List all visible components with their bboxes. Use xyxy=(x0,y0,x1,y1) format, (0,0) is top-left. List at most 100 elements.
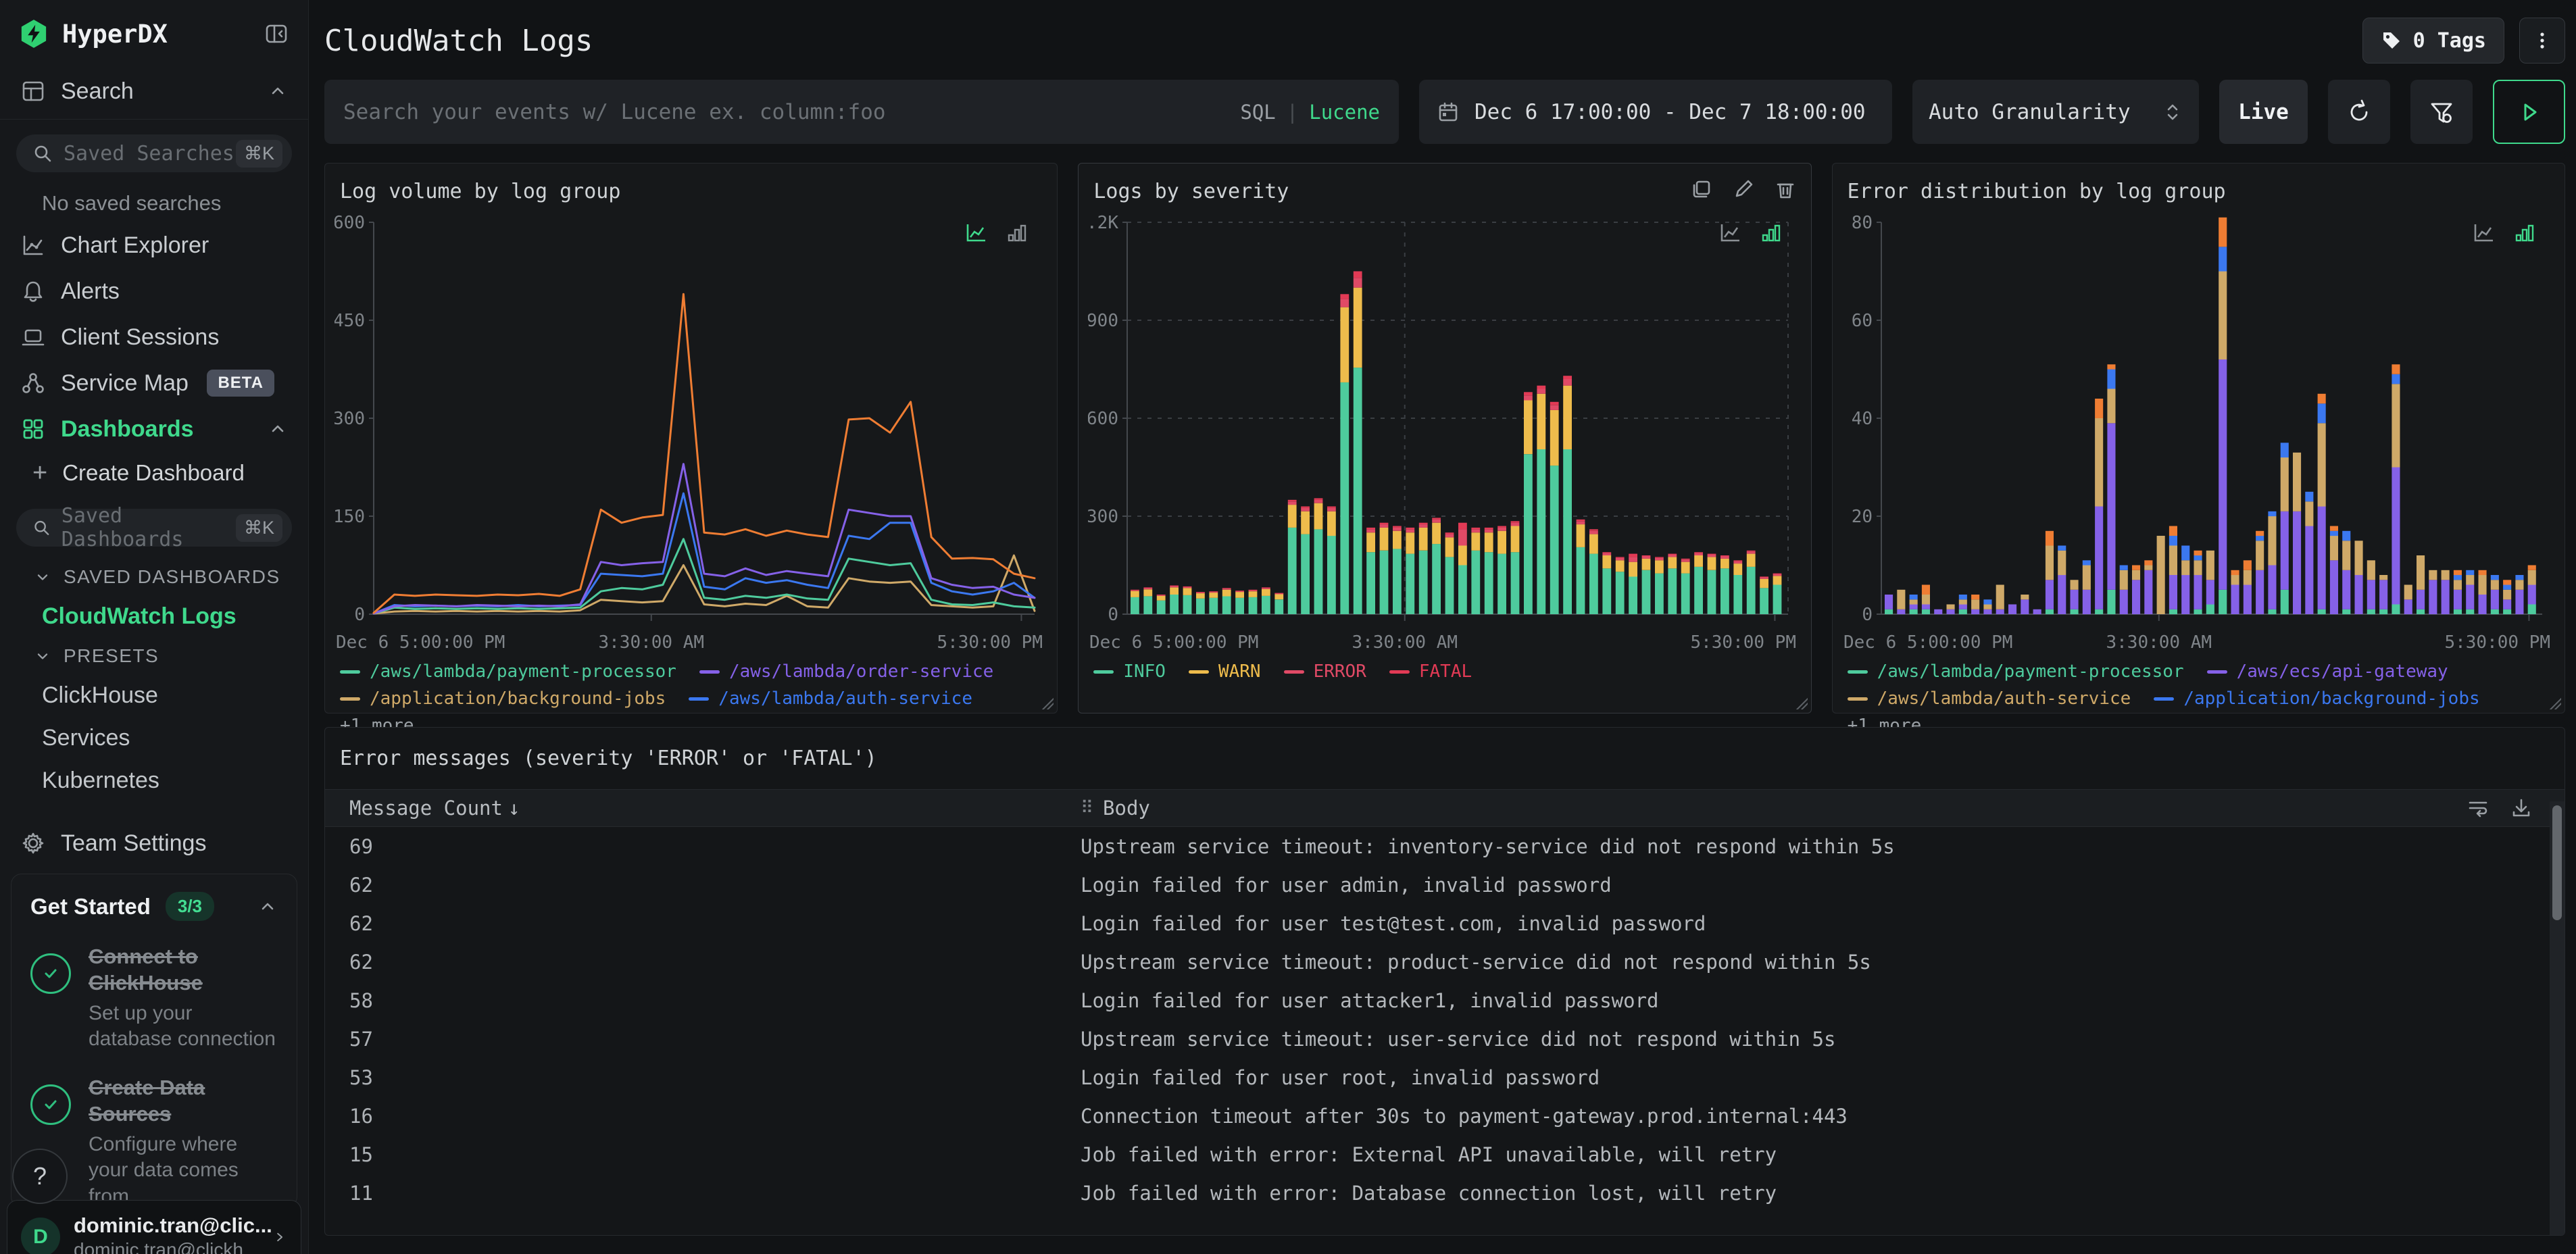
table-rows: 69 Upstream service timeout: inventory-se… xyxy=(325,827,2565,1212)
refresh-button[interactable] xyxy=(2328,80,2390,144)
table-row[interactable]: 62 Upstream service timeout: product-serv… xyxy=(325,943,2565,981)
sidebar-item-kubernetes[interactable]: Kubernetes xyxy=(42,768,159,793)
sql-toggle[interactable]: SQL xyxy=(1240,100,1276,124)
chevron-up-icon[interactable] xyxy=(268,419,288,439)
page-menu-button[interactable] xyxy=(2519,18,2565,64)
live-button[interactable]: Live xyxy=(2219,80,2308,144)
panel-error-distribution: Error distribution by log group 0 20 40 60 8… xyxy=(1831,163,2565,736)
sidebar-item-dashboards[interactable]: Dashboards xyxy=(0,406,308,452)
legend-item[interactable]: WARN xyxy=(1188,661,1261,682)
svg-text:Dec 6 5:00:00 PM: Dec 6 5:00:00 PM xyxy=(336,632,505,653)
search-input[interactable]: Search your events w/ Lucene ex. column:… xyxy=(324,80,1399,144)
sidebar-item-team-settings[interactable]: Team Settings xyxy=(0,820,308,867)
tags-button[interactable]: 0 Tags xyxy=(2362,18,2504,64)
stacked-bar-chart[interactable]: 0 20 40 60 80 Dec 6 5:00:00 PM 3:30:00 AM 5:30:… xyxy=(1842,210,2552,656)
resize-handle[interactable] xyxy=(1795,697,1808,709)
sidebar-collapse-icon[interactable] xyxy=(264,21,289,47)
sidebar-item-client-sessions[interactable]: Client Sessions xyxy=(0,314,308,360)
table-row[interactable]: 57 Upstream service timeout: user-service… xyxy=(325,1020,2565,1058)
legend-item[interactable]: /aws/ecs/api-gateway xyxy=(2206,661,2448,682)
duplicate-icon[interactable] xyxy=(1689,177,1714,201)
run-query-button[interactable] xyxy=(2493,80,2565,144)
bar-chart-toggle-icon[interactable] xyxy=(1757,219,1784,246)
drag-handle-icon[interactable]: ⠿ xyxy=(1081,798,1094,818)
sidebar-item-label: Alerts xyxy=(61,278,120,304)
table-row[interactable]: 16 Connection timeout after 30s to paymen… xyxy=(325,1097,2565,1135)
legend-item[interactable]: /aws/lambda/auth-service xyxy=(689,688,972,709)
column-label: Body xyxy=(1103,797,1150,820)
cell-body: Login failed for user attacker1, invalid… xyxy=(1081,988,1659,1012)
column-header-body[interactable]: ⠿ Body xyxy=(1081,797,1150,820)
filter-button[interactable] xyxy=(2410,80,2473,144)
sidebar-item-search[interactable]: Search xyxy=(0,68,308,115)
group-saved-dashboards[interactable]: SAVED DASHBOARDS xyxy=(0,559,308,595)
table-row[interactable]: 69 Upstream service timeout: inventory-se… xyxy=(325,827,2565,866)
sidebar-item-clickhouse[interactable]: ClickHouse xyxy=(42,682,158,708)
bell-icon xyxy=(24,281,43,302)
legend-item[interactable]: INFO xyxy=(1093,661,1166,682)
line-chart-toggle-icon[interactable] xyxy=(962,219,989,246)
panel-error-messages: Error messages (severity 'ERROR' or 'FAT… xyxy=(324,727,2565,1236)
table-row[interactable]: 15 Job failed with error: External API un… xyxy=(325,1135,2565,1174)
legend-item[interactable]: FATAL xyxy=(1389,661,1472,682)
legend-item[interactable]: /application/background-jobs xyxy=(2154,688,2480,709)
sidebar-item-service-map[interactable]: Service Map BETA xyxy=(0,360,308,406)
table-row[interactable]: 53 Login failed for user root, invalid pa… xyxy=(325,1058,2565,1097)
get-started-step[interactable]: Connect to ClickHouse Set up your databa… xyxy=(30,944,278,1052)
cell-message-count: 15 xyxy=(349,1143,373,1166)
check-circle-icon xyxy=(30,953,71,994)
svg-text:0: 0 xyxy=(354,605,365,625)
sidebar-item-cloudwatch-logs[interactable]: CloudWatch Logs xyxy=(42,603,237,629)
sidebar-item-alerts[interactable]: Alerts xyxy=(0,268,308,314)
legend-item[interactable]: /aws/lambda/payment-processor xyxy=(1847,661,2184,682)
legend-item[interactable]: /aws/lambda/auth-service xyxy=(1847,688,2131,709)
resize-handle[interactable] xyxy=(1041,697,1054,709)
bar-chart-toggle-icon[interactable] xyxy=(2510,219,2537,246)
get-started-step[interactable]: Create Data Sources Configure where your… xyxy=(30,1075,278,1209)
create-dashboard-button[interactable]: + Create Dashboard xyxy=(0,452,308,494)
sidebar-item-services[interactable]: Services xyxy=(42,725,130,751)
scrollbar-thumb[interactable] xyxy=(2552,805,2562,920)
sidebar-item-chart-explorer[interactable]: Chart Explorer xyxy=(0,222,308,268)
table-row[interactable]: 58 Login failed for user attacker1, inval… xyxy=(325,981,2565,1020)
wrap-text-icon[interactable] xyxy=(2466,796,2490,820)
edit-icon[interactable] xyxy=(1731,177,1756,201)
saved-searches-input[interactable]: Saved Searches ⌘K xyxy=(16,134,292,172)
chevron-up-icon[interactable] xyxy=(268,81,288,101)
legend-item[interactable]: /aws/lambda/order-service xyxy=(699,661,993,682)
line-chart[interactable]: 0 150 300 450 600 Dec 6 5:00:00 PM 3:30:00 AM 5… xyxy=(335,210,1044,656)
lucene-toggle[interactable]: Lucene xyxy=(1309,100,1380,124)
chevron-up-icon[interactable] xyxy=(257,897,278,917)
legend-item[interactable]: ERROR xyxy=(1283,661,1366,682)
sidebar-item-label: Client Sessions xyxy=(61,324,220,350)
plus-icon: + xyxy=(32,459,48,487)
table-row[interactable]: 62 Login failed for user test@test.com, i… xyxy=(325,904,2565,943)
resize-handle[interactable] xyxy=(2548,697,2561,709)
line-chart-toggle-icon[interactable] xyxy=(2470,219,2497,246)
group-presets[interactable]: PRESETS xyxy=(0,638,308,674)
bar-chart-toggle-icon[interactable] xyxy=(1003,219,1030,246)
user-menu[interactable]: D dominic.tran@clic... dominic.tran@clic… xyxy=(7,1200,301,1254)
line-chart-toggle-icon[interactable] xyxy=(1716,219,1743,246)
cell-message-count: 69 xyxy=(349,834,373,858)
tag-icon xyxy=(2383,32,2400,49)
table-header: Message Count ↓ ⠿ Body xyxy=(325,789,2565,827)
svg-text:0: 0 xyxy=(1862,605,1873,625)
help-button[interactable]: ? xyxy=(12,1149,68,1204)
legend-item[interactable]: /application/background-jobs xyxy=(340,688,666,709)
stacked-bar-chart[interactable]: 0 300 600 900 1.2K Dec 6 5:00:00 PM 3:30:00 AM… xyxy=(1088,210,1798,656)
granularity-select[interactable]: Auto Granularity xyxy=(1912,80,2199,144)
date-range-picker[interactable]: Dec 6 17:00:00 - Dec 7 18:00:00 xyxy=(1419,80,1892,144)
legend-label: /aws/ecs/api-gateway xyxy=(2236,661,2448,682)
table-row[interactable]: 11 Job failed with error: Database connec… xyxy=(325,1174,2565,1212)
saved-dashboards-input[interactable]: Saved Dashboards ⌘K xyxy=(16,504,292,551)
search-icon xyxy=(34,145,51,162)
check-circle-icon xyxy=(30,1084,71,1126)
delete-icon[interactable] xyxy=(1773,177,1798,201)
legend-dash-icon xyxy=(1283,670,1304,674)
column-header-message-count[interactable]: Message Count ↓ xyxy=(325,797,1081,820)
table-row[interactable]: 62 Login failed for user admin, invalid p… xyxy=(325,866,2565,904)
download-icon[interactable] xyxy=(2509,796,2533,820)
saved-searches-placeholder: Saved Searches xyxy=(64,141,234,166)
legend-item[interactable]: /aws/lambda/payment-processor xyxy=(340,661,676,682)
